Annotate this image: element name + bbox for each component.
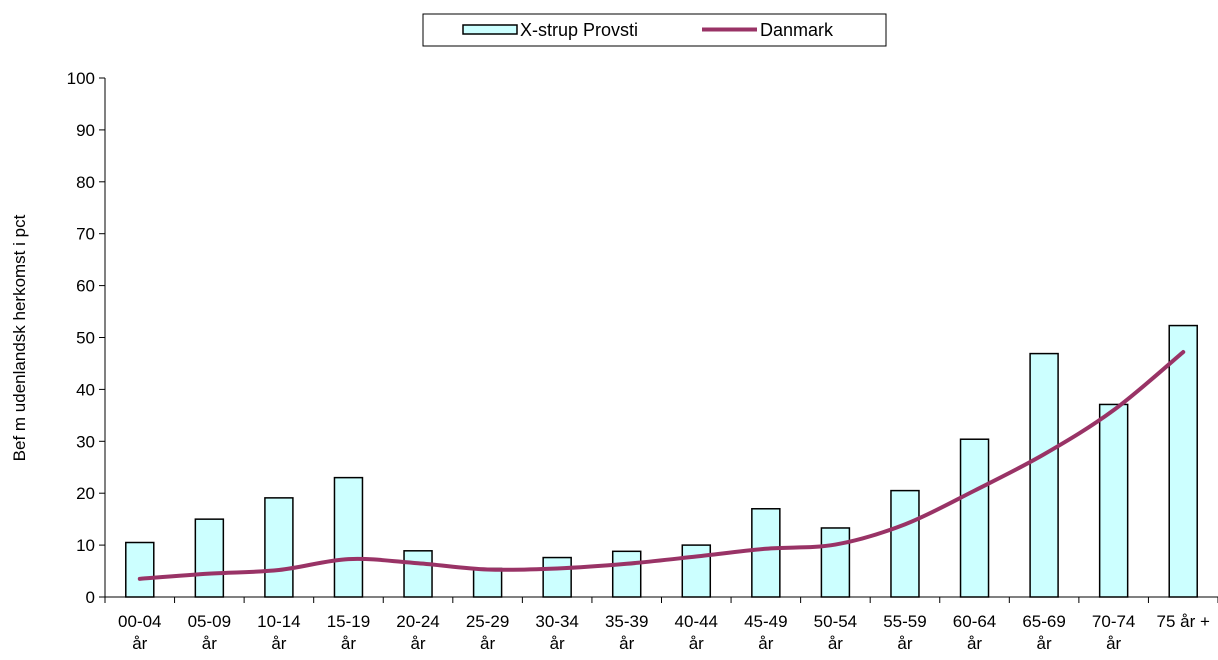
x-tick-label: 75 år + — [1157, 612, 1210, 631]
y-tick-label: 80 — [76, 173, 95, 192]
x-tick-label: 55-59 år — [883, 612, 926, 653]
line-point — [903, 522, 907, 526]
y-tick-label: 90 — [76, 121, 95, 140]
x-tick-label: 20-24 år — [396, 612, 439, 653]
x-tick-label: 65-69 år — [1022, 612, 1065, 653]
legend-label-bar: X-strup Provsti — [520, 20, 638, 40]
bar — [403, 550, 433, 598]
line-point — [625, 562, 629, 566]
x-tick-label: 30-34 år — [535, 612, 578, 653]
bar — [1168, 324, 1198, 598]
y-axis-label: Bef m udenlandsk herkomst i pct — [10, 214, 29, 461]
bar — [472, 567, 503, 598]
x-tick-label: 50-54 år — [814, 612, 857, 653]
x-tick-label: 40-44 år — [675, 612, 718, 653]
y-tick-label: 0 — [86, 588, 95, 607]
bar — [959, 438, 990, 598]
y-tick-label: 20 — [76, 484, 95, 503]
x-tick-label: 15-19 år — [327, 612, 370, 653]
line-point — [277, 568, 281, 572]
line-point — [833, 543, 837, 547]
bar — [611, 550, 642, 598]
line-point — [694, 555, 698, 559]
y-tick-label: 100 — [67, 69, 95, 88]
x-tick-label: 45-49 år — [744, 612, 787, 653]
y-tick-label: 60 — [76, 277, 95, 296]
y-tick-label: 70 — [76, 225, 95, 244]
bar — [333, 476, 364, 598]
x-tick-label: 00-04 år — [118, 612, 161, 653]
legend-label-line: Danmark — [760, 20, 834, 40]
bar — [542, 556, 572, 598]
x-tick-label: 25-29 år — [466, 612, 509, 653]
line-series — [137, 350, 1186, 581]
line-point — [486, 567, 490, 571]
bar — [890, 489, 920, 598]
bar — [820, 527, 851, 598]
line-point — [1112, 408, 1116, 412]
y-tick-label: 10 — [76, 536, 95, 555]
bar — [1098, 403, 1129, 598]
line-point — [416, 561, 420, 565]
x-tick-label: 70-74 år — [1092, 612, 1135, 653]
line-point — [555, 566, 559, 570]
bar — [1029, 352, 1059, 598]
x-tick-label: 05-09 år — [188, 612, 231, 653]
y-tick-label: 30 — [76, 432, 95, 451]
legend: X-strup Provsti Danmark — [422, 13, 887, 47]
y-tick-label: 40 — [76, 380, 95, 399]
bar — [681, 544, 712, 598]
bar — [125, 541, 155, 598]
line-point — [138, 577, 142, 581]
legend-swatch-bar — [462, 24, 518, 35]
line-point — [764, 547, 768, 551]
y-tick-label: 50 — [76, 329, 95, 348]
line-point — [207, 572, 211, 576]
x-axis: 00-04 år 05-09 år 10-14 år 15-19 år 20-24 år 25-29… — [104, 596, 1218, 653]
bar — [194, 518, 225, 598]
x-tick-label: 60-64 år — [953, 612, 996, 653]
x-tick-label: 35-39 år — [605, 612, 648, 653]
bar — [264, 497, 294, 598]
line-point — [1181, 350, 1185, 354]
x-tick-label: 10-14 år — [257, 612, 300, 653]
series-line-danmark — [137, 350, 1186, 581]
line-point — [973, 489, 977, 493]
bar — [751, 508, 781, 598]
y-axis: 0 10 20 30 40 50 60 70 80 90 100 — [67, 69, 106, 607]
line-point — [346, 557, 350, 561]
bar-series — [125, 324, 1198, 598]
line-point — [1042, 452, 1046, 456]
